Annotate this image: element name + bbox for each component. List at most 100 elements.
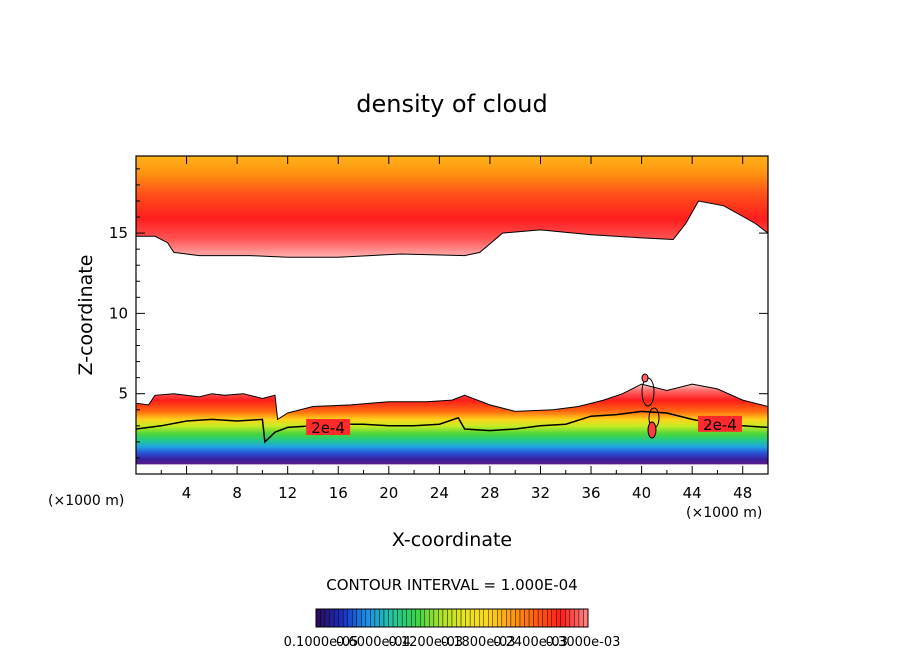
colorbar-swatch bbox=[465, 608, 471, 628]
colorbar-swatch bbox=[347, 608, 353, 628]
y-tick-label: 5 bbox=[118, 385, 128, 403]
colorbar-swatch bbox=[324, 608, 330, 628]
colorbar-swatch bbox=[415, 608, 421, 628]
colorbar-swatch bbox=[469, 608, 475, 628]
x-tick-label: 40 bbox=[632, 484, 651, 502]
plot-frame bbox=[135, 155, 769, 475]
upper-layer-boundary bbox=[136, 200, 768, 258]
colorbar-swatch bbox=[429, 608, 435, 628]
colorbar-swatch bbox=[388, 608, 394, 628]
colorbar-swatch bbox=[460, 608, 466, 628]
x-unit-label: (×1000 m) bbox=[686, 505, 762, 521]
x-tick-label: 8 bbox=[232, 484, 242, 502]
colorbar-label: 0.6000e-04 bbox=[336, 635, 411, 650]
x-tick-label: 28 bbox=[480, 484, 499, 502]
z-unit-label: (×1000 m) bbox=[48, 493, 124, 509]
colorbar-swatch bbox=[438, 608, 444, 628]
colorbar-label: 0.3000e-03 bbox=[546, 635, 621, 650]
colorbar-swatch bbox=[397, 608, 403, 628]
colorbar-swatch bbox=[333, 608, 339, 628]
y-axis-ticks: 5 10 15 bbox=[109, 168, 768, 459]
colorbar-swatch bbox=[537, 608, 543, 628]
colorbar-swatch bbox=[370, 608, 376, 628]
x-tick-label: 48 bbox=[733, 484, 752, 502]
colorbar-label: 0.2400e-03 bbox=[493, 635, 568, 650]
colorbar-swatch bbox=[542, 608, 548, 628]
cell-contour-3 bbox=[647, 421, 657, 439]
colorbar-swatch bbox=[392, 608, 398, 628]
colorbar-swatch bbox=[574, 608, 580, 628]
x-tick-label: 12 bbox=[278, 484, 297, 502]
colorbar-swatch bbox=[456, 608, 462, 628]
colorbar-swatch bbox=[528, 608, 534, 628]
x-tick-label: 4 bbox=[182, 484, 192, 502]
colorbar-swatch bbox=[343, 608, 348, 628]
contour-interval-text: CONTOUR INTERVAL = 1.000E-04 bbox=[326, 576, 577, 594]
colorbar-swatch bbox=[578, 608, 584, 628]
contour-labels: 2e-4 2e-4 bbox=[306, 415, 742, 437]
colorbar-swatch bbox=[352, 608, 357, 628]
colorbar-swatch bbox=[447, 608, 453, 628]
y-axis-label: Z-coordinate bbox=[75, 255, 97, 376]
colorbar-swatch bbox=[510, 608, 516, 628]
colorbar-swatch bbox=[501, 608, 507, 628]
chart-title: density of cloud bbox=[356, 90, 547, 118]
y-tick-label: 10 bbox=[109, 304, 128, 322]
colorbar-swatch bbox=[361, 608, 367, 628]
colorbar-swatch bbox=[506, 608, 512, 628]
colorbar-swatch bbox=[479, 608, 484, 628]
colorbar-swatch bbox=[524, 608, 530, 628]
colorbar-swatch bbox=[401, 608, 407, 628]
colorbar-label: 0.1200e-03 bbox=[388, 635, 463, 650]
colorbar-swatch bbox=[533, 608, 539, 628]
colorbar-swatch bbox=[515, 608, 521, 628]
colorbar-swatch bbox=[315, 608, 321, 628]
y-tick-label: 15 bbox=[109, 224, 128, 242]
colorbar-labels: 0.1000e-050.6000e-040.1200e-030.1800e-03… bbox=[284, 635, 621, 650]
colorbar-swatch bbox=[365, 608, 371, 628]
colorbar-swatch bbox=[583, 608, 589, 628]
x-tick-label: 16 bbox=[329, 484, 348, 502]
colorbar-swatch bbox=[433, 608, 439, 628]
colorbar-swatch bbox=[406, 608, 412, 628]
colorbar-swatch bbox=[569, 608, 575, 628]
colorbar-swatch bbox=[565, 608, 571, 628]
colorbar-label: 0.1800e-03 bbox=[441, 635, 516, 650]
colorbar-swatch bbox=[379, 608, 385, 628]
lower-cloud-layer bbox=[136, 384, 768, 465]
upper-cloud-layer bbox=[136, 156, 768, 258]
colorbar-swatch bbox=[519, 608, 525, 628]
colorbar-swatch bbox=[497, 608, 503, 628]
lower-layer-boundary bbox=[136, 383, 768, 421]
colorbar-swatch bbox=[329, 608, 335, 628]
colorbar-swatch bbox=[474, 608, 480, 628]
colorbar-swatch bbox=[547, 608, 552, 628]
x-tick-label: 44 bbox=[683, 484, 702, 502]
contour-label-bg bbox=[697, 415, 742, 432]
colorbar-swatch bbox=[383, 608, 389, 628]
colorbar-label: 0.1000e-05 bbox=[284, 635, 359, 650]
contour-label: 2e-4 bbox=[703, 416, 737, 434]
colorbar bbox=[315, 608, 589, 628]
colorbar-swatch bbox=[560, 608, 566, 628]
contour-label-bg bbox=[306, 419, 351, 436]
colorbar-swatch bbox=[556, 608, 562, 628]
cell-contour-4 bbox=[641, 373, 649, 383]
x-tick-label: 20 bbox=[379, 484, 398, 502]
colorbar-frame bbox=[315, 608, 589, 628]
colorbar-swatch bbox=[483, 608, 489, 628]
colorbar-swatch bbox=[492, 608, 498, 628]
colorbar-swatch bbox=[338, 608, 344, 628]
x-tick-label: 24 bbox=[430, 484, 449, 502]
colorbar-swatch bbox=[420, 608, 425, 628]
x-tick-label: 32 bbox=[531, 484, 550, 502]
colorbar-swatch bbox=[488, 608, 493, 628]
x-axis-ticks: 4 8 12 16 20 24 28 32 36 40 44 48 bbox=[160, 156, 752, 502]
x-tick-label: 36 bbox=[581, 484, 600, 502]
convective-cell-contours bbox=[641, 373, 660, 439]
colorbar-swatch bbox=[356, 608, 362, 628]
colorbar-swatch bbox=[411, 608, 416, 628]
colorbar-swatch bbox=[424, 608, 430, 628]
colorbar-swatch bbox=[442, 608, 448, 628]
